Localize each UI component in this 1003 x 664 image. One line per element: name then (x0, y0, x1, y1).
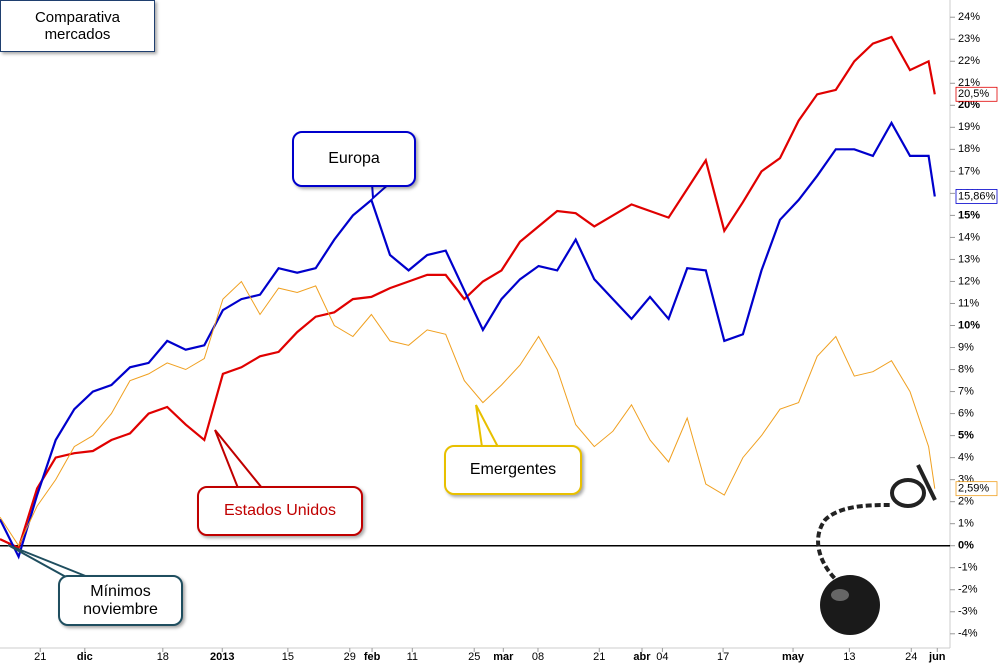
plot: -4%-3%-2%-1%0%1%2%3%4%5%6%7%8%9%10%11%12… (0, 11, 998, 663)
x-tick-label: mar (493, 651, 514, 663)
y-tick-label: 1% (958, 518, 974, 530)
x-tick-label: may (782, 651, 805, 663)
callout-pointer (7, 544, 89, 578)
callout-pointer (214, 429, 265, 489)
x-tick-label: 11 (407, 651, 418, 663)
value-label: 20,5% (958, 88, 989, 100)
x-tick-label: 21 (34, 651, 46, 663)
y-tick-label: 11% (958, 297, 979, 309)
y-tick-label: 10% (958, 319, 980, 331)
x-tick-label: 25 (468, 651, 480, 663)
x-tick-label: 24 (905, 651, 917, 663)
y-tick-label: 9% (958, 341, 974, 353)
x-tick-label: abr (633, 651, 651, 663)
series-line (0, 280, 936, 547)
x-tick-label: 04 (656, 651, 668, 663)
x-tick-label: 17 (717, 651, 729, 663)
y-tick-label: 24% (958, 11, 980, 23)
y-tick-label: 18% (958, 143, 980, 155)
annotation: Europa (292, 131, 416, 187)
y-tick-label: 13% (958, 253, 980, 265)
annotation: Emergentes (444, 445, 582, 495)
series-line (0, 120, 936, 560)
value-label-box (955, 86, 998, 102)
y-tick-label: 20% (958, 99, 980, 111)
value-label-box (955, 481, 998, 497)
y-tick-label: 15% (958, 209, 980, 221)
callout-pointer (475, 404, 500, 448)
y-tick-label: -4% (958, 628, 978, 640)
y-tick-label: 5% (958, 430, 974, 442)
y-tick-label: 23% (958, 33, 980, 45)
x-tick-label: 21 (593, 651, 605, 663)
y-tick-label: 0% (958, 540, 974, 552)
annotation: Estados Unidos (197, 486, 363, 536)
y-tick-label: 6% (958, 407, 974, 419)
x-tick-label: 2013 (210, 651, 234, 663)
y-tick-label: -2% (958, 584, 978, 596)
y-tick-label: 2% (958, 496, 974, 508)
y-tick-label: 4% (958, 452, 974, 464)
series-line (0, 35, 936, 550)
ball-and-chain-icon (816, 464, 937, 635)
chart-title: Comparativa mercados (0, 0, 155, 52)
x-tick-label: feb (364, 651, 381, 663)
x-tick-label: 13 (843, 651, 855, 663)
x-tick-label: jun (928, 651, 946, 663)
value-label: 2,59% (958, 483, 989, 495)
value-label-box (955, 189, 998, 204)
y-tick-label: 17% (958, 165, 980, 177)
y-tick-label: 21% (958, 77, 980, 89)
y-tick-label: 12% (958, 275, 980, 287)
x-tick-label: 18 (157, 651, 169, 663)
y-tick-label: 7% (958, 385, 974, 397)
x-tick-label: dic (77, 651, 93, 663)
y-tick-label: -3% (958, 606, 978, 618)
x-tick-label: 08 (532, 651, 544, 663)
x-tick-label: 15 (282, 651, 294, 663)
y-tick-label: 8% (958, 363, 974, 375)
y-tick-label: 14% (958, 231, 980, 243)
value-label: 15,86% (958, 190, 996, 202)
x-tick-label: 29 (344, 651, 356, 663)
y-tick-label: 19% (958, 121, 980, 133)
y-tick-label: 22% (958, 55, 980, 67)
y-tick-label: -1% (958, 562, 978, 574)
annotation: Mínimos noviembre (58, 575, 183, 626)
